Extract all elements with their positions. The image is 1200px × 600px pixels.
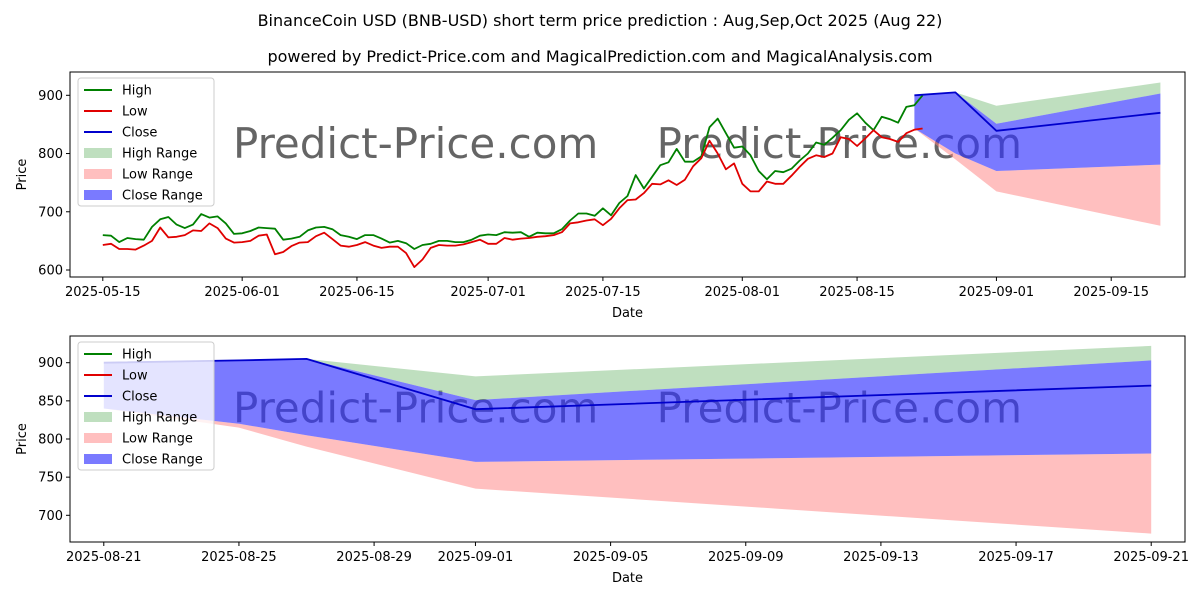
top-y-axis-label: Price bbox=[15, 159, 30, 191]
top-x-tick-label-2: 2025-06-15 bbox=[319, 285, 395, 300]
bottom-legend-label-3: High Range bbox=[122, 411, 197, 426]
bottom-legend-swatch-4 bbox=[84, 433, 112, 443]
bottom-low-range-band bbox=[103, 408, 1152, 534]
top-low-range-band bbox=[914, 128, 1161, 226]
chart-subtitle: powered by Predict-Price.com and Magical… bbox=[267, 47, 932, 66]
top-legend: High Low Close High Range Low Range Close Ran… bbox=[77, 77, 215, 207]
bottom-legend-label-0: High bbox=[122, 348, 152, 363]
top-legend-label-0: High bbox=[122, 84, 152, 99]
bottom-legend-label-1: Low bbox=[122, 369, 148, 384]
bottom-x-tick-label-7: 2025-09-17 bbox=[978, 550, 1054, 565]
bottom-x-tick-label-1: 2025-08-25 bbox=[201, 550, 277, 565]
top-y-tick-label-2: 800 bbox=[38, 147, 63, 162]
top-x-axis-label: Date bbox=[612, 306, 643, 321]
bottom-x-tick-label-2: 2025-08-29 bbox=[336, 550, 412, 565]
top-legend-label-2: Close bbox=[122, 126, 157, 141]
top-legend-swatch-4 bbox=[84, 169, 112, 179]
top-legend-label-4: Low Range bbox=[122, 168, 193, 183]
bottom-panel: Predict-Price.comPredict-Price.com2025-0… bbox=[15, 335, 1189, 586]
bottom-legend-swatch-5 bbox=[84, 454, 112, 464]
top-x-tick-label-1: 2025-06-01 bbox=[204, 285, 280, 300]
bottom-x-axis-label: Date bbox=[612, 571, 643, 586]
top-y-tick-label-1: 700 bbox=[38, 205, 63, 220]
bottom-y-tick-label-4: 900 bbox=[38, 356, 63, 371]
bottom-x-tick-label-4: 2025-09-05 bbox=[573, 550, 649, 565]
top-plot-area bbox=[102, 82, 1161, 269]
bottom-legend-swatch-3 bbox=[84, 412, 112, 422]
top-x-tick-label-4: 2025-07-15 bbox=[565, 285, 641, 300]
top-close-line bbox=[914, 91, 1161, 132]
bottom-y-tick-label-1: 750 bbox=[38, 471, 63, 486]
top-legend-label-3: High Range bbox=[122, 147, 197, 162]
top-y-tick-label-3: 900 bbox=[38, 89, 63, 104]
top-low-line bbox=[102, 127, 923, 269]
top-legend-label-1: Low bbox=[122, 105, 148, 120]
bottom-y-tick-label-3: 850 bbox=[38, 394, 63, 409]
top-high-range-band bbox=[914, 82, 1161, 124]
bottom-legend-label-4: Low Range bbox=[122, 432, 193, 447]
top-legend-label-5: Close Range bbox=[122, 189, 203, 204]
top-x-tick-label-8: 2025-09-15 bbox=[1073, 285, 1149, 300]
bottom-x-tick-label-0: 2025-08-21 bbox=[66, 550, 142, 565]
top-x-tick-label-0: 2025-05-15 bbox=[65, 285, 141, 300]
top-panel: Predict-Price.com Predict-Price.com2025-0… bbox=[15, 71, 1186, 321]
bottom-x-tick-label-5: 2025-09-09 bbox=[708, 550, 784, 565]
bottom-x-tick-label-6: 2025-09-13 bbox=[843, 550, 919, 565]
top-x-tick-label-7: 2025-09-01 bbox=[959, 285, 1035, 300]
bottom-y-axis-label: Price bbox=[15, 423, 30, 455]
top-axes-frame bbox=[69, 71, 1186, 278]
chart-title: BinanceCoin USD (BNB-USD) short term pri… bbox=[258, 11, 943, 30]
top-legend-swatch-5 bbox=[84, 190, 112, 200]
bottom-legend-label-5: Close Range bbox=[122, 453, 203, 468]
bottom-legend-label-2: Close bbox=[122, 390, 157, 405]
top-high-line bbox=[102, 94, 924, 250]
bottom-close-range-band bbox=[103, 358, 1152, 462]
bottom-x-tick-label-3: 2025-09-01 bbox=[438, 550, 514, 565]
bottom-x-tick-label-8: 2025-09-21 bbox=[1113, 550, 1189, 565]
top-y-tick-label-0: 600 bbox=[38, 264, 63, 279]
bottom-y-tick-label-2: 800 bbox=[38, 433, 63, 448]
top-x-tick-label-3: 2025-07-01 bbox=[450, 285, 526, 300]
top-x-tick-label-5: 2025-08-01 bbox=[704, 285, 780, 300]
top-watermark-0: Predict-Price.com bbox=[233, 119, 598, 168]
top-legend-swatch-3 bbox=[84, 148, 112, 158]
top-x-tick-label-6: 2025-08-15 bbox=[819, 285, 895, 300]
bottom-plot-area bbox=[103, 345, 1152, 534]
bottom-y-tick-label-0: 700 bbox=[38, 509, 63, 524]
bottom-legend: High Low Close High Range Low Range Close Ran… bbox=[77, 341, 215, 471]
bottom-high-range-band bbox=[103, 345, 1152, 401]
